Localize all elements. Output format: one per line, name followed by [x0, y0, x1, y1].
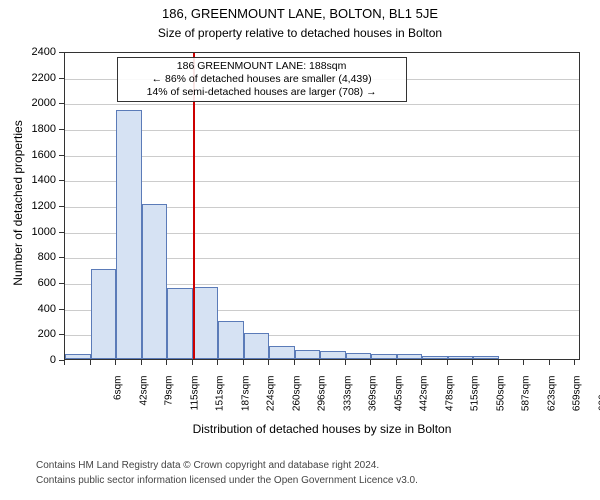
- annotation-line-2: 14% of semi-detached houses are larger (…: [122, 86, 402, 99]
- histogram-bar: [422, 356, 448, 359]
- histogram-bar: [295, 350, 321, 359]
- ytick-label: 200: [0, 328, 56, 340]
- chart-frame: 186, GREENMOUNT LANE, BOLTON, BL1 5JE Siz…: [0, 0, 600, 500]
- histogram-bar: [269, 346, 295, 359]
- gridline: [65, 156, 579, 157]
- xtick-mark: [166, 360, 167, 365]
- histogram-bar: [320, 351, 346, 359]
- ytick-label: 1800: [0, 123, 56, 135]
- ytick-mark: [59, 206, 64, 207]
- histogram-bar: [193, 287, 219, 359]
- plot-area: 186 GREENMOUNT LANE: 188sqm← 86% of deta…: [64, 52, 580, 360]
- chart-title: 186, GREENMOUNT LANE, BOLTON, BL1 5JE: [0, 6, 600, 21]
- xtick-mark: [141, 360, 142, 365]
- xtick-mark: [421, 360, 422, 365]
- ytick-label: 400: [0, 303, 56, 315]
- y-axis-label: Number of detached properties: [11, 93, 25, 313]
- ytick-label: 2000: [0, 97, 56, 109]
- histogram-bar: [142, 204, 168, 359]
- histogram-bar: [167, 288, 193, 359]
- xtick-mark: [345, 360, 346, 365]
- ytick-label: 1400: [0, 174, 56, 186]
- annotation-line-1: ← 86% of detached houses are smaller (4,…: [122, 73, 402, 86]
- ytick-label: 1000: [0, 226, 56, 238]
- gridline: [65, 104, 579, 105]
- ytick-mark: [59, 232, 64, 233]
- xtick-mark: [243, 360, 244, 365]
- chart-subtitle: Size of property relative to detached ho…: [0, 26, 600, 40]
- ytick-label: 2400: [0, 46, 56, 58]
- ytick-mark: [59, 334, 64, 335]
- xtick-mark: [319, 360, 320, 365]
- xtick-mark: [523, 360, 524, 365]
- gridline: [65, 181, 579, 182]
- histogram-bar: [346, 353, 372, 359]
- histogram-bar: [371, 354, 397, 359]
- x-axis-label: Distribution of detached houses by size …: [64, 422, 580, 436]
- histogram-bar: [397, 354, 423, 359]
- xtick-mark: [294, 360, 295, 365]
- ytick-mark: [59, 257, 64, 258]
- annotation-line-0: 186 GREENMOUNT LANE: 188sqm: [122, 60, 402, 73]
- xtick-mark: [370, 360, 371, 365]
- xtick-mark: [192, 360, 193, 365]
- xtick-mark: [447, 360, 448, 365]
- ytick-label: 1600: [0, 149, 56, 161]
- xtick-mark: [498, 360, 499, 365]
- xtick-mark: [472, 360, 473, 365]
- histogram-bar: [473, 356, 499, 359]
- ytick-mark: [59, 103, 64, 104]
- ytick-label: 800: [0, 251, 56, 263]
- xtick-mark: [549, 360, 550, 365]
- histogram-bar: [65, 354, 91, 359]
- ytick-mark: [59, 155, 64, 156]
- ytick-mark: [59, 309, 64, 310]
- ytick-mark: [59, 78, 64, 79]
- ytick-mark: [59, 129, 64, 130]
- xtick-mark: [268, 360, 269, 365]
- histogram-bar: [218, 321, 244, 360]
- ytick-label: 2200: [0, 72, 56, 84]
- xtick-mark: [217, 360, 218, 365]
- annotation-box: 186 GREENMOUNT LANE: 188sqm← 86% of deta…: [117, 57, 407, 102]
- ytick-label: 1200: [0, 200, 56, 212]
- xtick-mark: [64, 360, 65, 365]
- ytick-label: 600: [0, 277, 56, 289]
- ytick-mark: [59, 52, 64, 53]
- xtick-mark: [574, 360, 575, 365]
- xtick-mark: [115, 360, 116, 365]
- histogram-bar: [244, 333, 270, 359]
- xtick-mark: [90, 360, 91, 365]
- histogram-bar: [116, 110, 142, 359]
- footer-line-1: Contains HM Land Registry data © Crown c…: [36, 460, 379, 473]
- ytick-mark: [59, 180, 64, 181]
- xtick-mark: [396, 360, 397, 365]
- footer-line-2: Contains public sector information licen…: [36, 475, 418, 488]
- ytick-mark: [59, 283, 64, 284]
- histogram-bar: [448, 356, 474, 359]
- histogram-bar: [91, 269, 117, 359]
- ytick-label: 0: [0, 354, 56, 366]
- gridline: [65, 130, 579, 131]
